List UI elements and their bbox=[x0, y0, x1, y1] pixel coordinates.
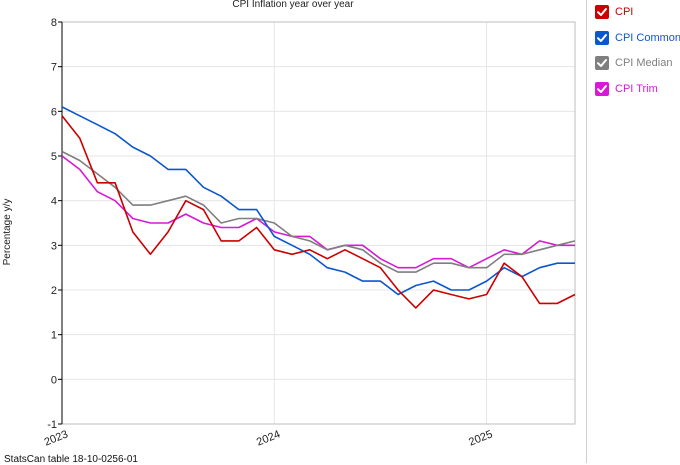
y-tick-label: 2 bbox=[51, 285, 57, 297]
source-note: StatsCan table 18-10-0256-01 bbox=[4, 454, 138, 465]
checkbox-checked-icon[interactable] bbox=[595, 82, 609, 96]
y-tick-label: 1 bbox=[51, 330, 57, 342]
y-axis-ticks: -1 0 1 2 3 4 5 6 7 8 bbox=[47, 17, 62, 431]
series-line-cpi bbox=[61, 115, 576, 309]
y-tick-label: -1 bbox=[47, 419, 57, 431]
y-tick-label: 8 bbox=[51, 17, 57, 29]
chart-title: CPI Inflation year over year bbox=[232, 0, 354, 10]
x-axis-ticks: 2023 2024 2025 bbox=[43, 428, 495, 448]
legend-label-cpi-common: CPI Common bbox=[615, 32, 680, 44]
y-tick-label: 4 bbox=[51, 196, 57, 208]
series-line-cpi-median bbox=[61, 150, 576, 273]
series-line-cpi-trim bbox=[61, 155, 575, 269]
checkbox-checked-icon[interactable] bbox=[595, 5, 609, 19]
y-tick-label: 3 bbox=[51, 240, 57, 252]
legend-label-cpi: CPI bbox=[615, 6, 634, 18]
legend-item-cpi-median[interactable]: CPI Median bbox=[595, 54, 672, 72]
legend-item-cpi[interactable]: CPI bbox=[595, 3, 633, 21]
checkbox-checked-icon[interactable] bbox=[595, 31, 609, 45]
plot-area-border bbox=[61, 21, 576, 425]
y-axis-label: Percentage y/y bbox=[2, 199, 13, 266]
series-line-cpi-common bbox=[61, 106, 575, 296]
y-tick-label: 6 bbox=[51, 106, 57, 118]
line-chart: -1 0 1 2 3 4 5 6 7 8 2023 2024 2025 CPI Inflation y… bbox=[2, 0, 576, 449]
x-tick-label: 2023 bbox=[43, 428, 70, 448]
legend-item-cpi-common[interactable]: CPI Common bbox=[595, 29, 680, 47]
legend-label-cpi-trim: CPI Trim bbox=[615, 83, 658, 95]
y-tick-label: 7 bbox=[51, 62, 57, 74]
series-lines bbox=[61, 106, 576, 309]
grid-lines bbox=[61, 21, 575, 425]
y-tick-label: 0 bbox=[51, 374, 57, 386]
y-tick-label: 5 bbox=[51, 151, 57, 163]
x-tick-label: 2024 bbox=[255, 428, 282, 448]
legend-panel: CPI CPI Common CPI Median CPI Trim bbox=[586, 0, 680, 463]
x-tick-label: 2025 bbox=[467, 428, 494, 448]
legend-label-cpi-median: CPI Median bbox=[615, 57, 673, 69]
legend-item-cpi-trim[interactable]: CPI Trim bbox=[595, 80, 658, 98]
checkbox-checked-icon[interactable] bbox=[595, 56, 609, 70]
